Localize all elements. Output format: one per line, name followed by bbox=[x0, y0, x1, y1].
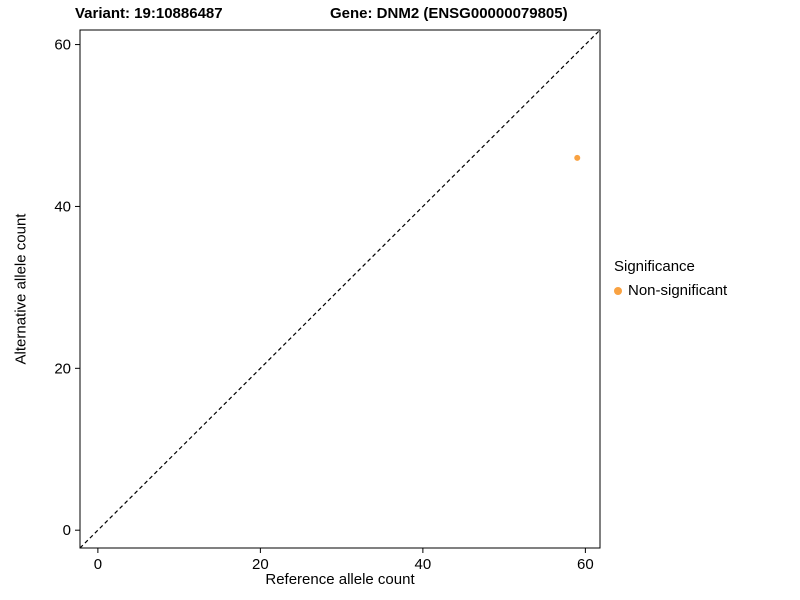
y-tick-label: 20 bbox=[54, 360, 71, 377]
plot-panel-border bbox=[79, 29, 601, 549]
legend-item-label: Non-significant bbox=[628, 282, 728, 299]
x-axis-label: Reference allele count bbox=[265, 571, 415, 588]
y-tick-label: 40 bbox=[54, 198, 71, 215]
y-tick-label: 60 bbox=[54, 37, 71, 54]
variant-title: Variant: 19:10886487 bbox=[75, 5, 223, 22]
x-tick-label: 0 bbox=[94, 556, 102, 573]
legend-title: Significance bbox=[614, 258, 695, 275]
y-axis-label: Alternative allele count bbox=[12, 213, 30, 365]
data-point bbox=[574, 154, 581, 161]
identity-line bbox=[79, 29, 601, 549]
x-tick-label: 20 bbox=[252, 556, 269, 573]
y-tick-label: 0 bbox=[63, 522, 71, 539]
x-tick-label: 40 bbox=[415, 556, 432, 573]
legend-point-icon bbox=[614, 286, 622, 295]
gene-title: Gene: DNM2 (ENSG00000079805) bbox=[330, 5, 568, 22]
x-tick-label: 60 bbox=[577, 556, 594, 573]
legend-item: Non-significant bbox=[614, 282, 727, 299]
legend: Significance Non-significant bbox=[614, 258, 727, 299]
